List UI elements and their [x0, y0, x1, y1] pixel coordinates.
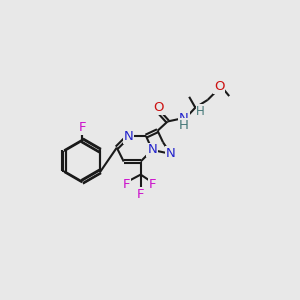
Text: F: F	[78, 120, 85, 133]
Text: F: F	[137, 188, 144, 201]
Text: F: F	[78, 121, 86, 134]
Text: N: N	[166, 147, 175, 160]
Text: H: H	[179, 119, 189, 132]
Text: N: N	[124, 130, 133, 142]
Text: N: N	[147, 143, 157, 157]
Text: O: O	[153, 101, 164, 114]
Text: H: H	[196, 105, 205, 118]
Text: N: N	[179, 112, 189, 125]
Text: F: F	[149, 178, 157, 191]
Text: O: O	[214, 80, 224, 93]
Text: F: F	[122, 178, 130, 191]
